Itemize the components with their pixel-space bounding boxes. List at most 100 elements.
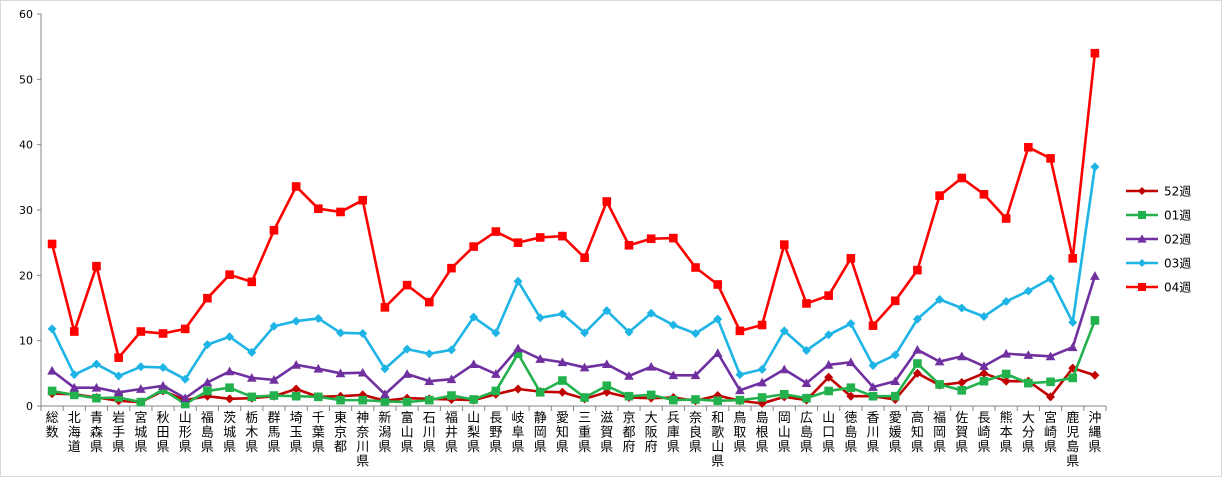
series-4 xyxy=(47,162,1100,384)
data-point xyxy=(580,328,590,338)
x-tick-label: 岩手県 xyxy=(112,411,125,455)
series-2 xyxy=(47,316,1100,409)
data-point xyxy=(380,389,390,399)
data-point xyxy=(313,363,324,373)
data-point xyxy=(158,362,168,372)
data-point xyxy=(180,393,191,403)
data-point xyxy=(735,326,745,336)
data-point xyxy=(92,261,101,271)
data-point xyxy=(557,357,568,367)
data-point xyxy=(535,354,546,363)
data-point xyxy=(535,387,545,397)
data-point xyxy=(779,364,790,374)
x-tick-label: 新潟県 xyxy=(378,410,391,455)
data-point xyxy=(735,385,745,395)
y-axis: 0 10 20 30 40 50 60 xyxy=(19,8,42,413)
data-point xyxy=(247,392,257,402)
data-point xyxy=(646,361,656,371)
data-point xyxy=(225,383,234,393)
data-point xyxy=(890,350,900,360)
x-tick-label: 鹿児島県 xyxy=(1066,410,1079,470)
data-point xyxy=(180,374,190,384)
data-point xyxy=(402,369,412,378)
x-tick-label: 岡山県 xyxy=(778,411,791,455)
x-tick-label: 鳥取県 xyxy=(733,411,746,455)
legend-label: 01週 xyxy=(1164,209,1191,223)
y-tick-label: 40 xyxy=(19,139,33,152)
data-point xyxy=(868,391,878,401)
data-point xyxy=(158,329,168,338)
data-point xyxy=(1046,274,1056,284)
x-tick-label: 長崎県 xyxy=(977,411,990,455)
data-point xyxy=(602,306,612,316)
data-point xyxy=(846,254,856,263)
x-tick-label: 栃木県 xyxy=(245,411,258,455)
series-5 xyxy=(47,48,1100,362)
legend-swatch-marker xyxy=(1138,211,1146,219)
data-point xyxy=(358,395,368,405)
data-point xyxy=(291,384,301,394)
data-point xyxy=(1090,370,1100,380)
data-point xyxy=(1001,376,1011,386)
data-point xyxy=(1046,392,1056,402)
data-point xyxy=(691,328,701,338)
data-point xyxy=(47,324,57,334)
data-point xyxy=(669,233,678,243)
data-point xyxy=(158,380,168,390)
x-tick-label: 長野県 xyxy=(489,411,502,455)
data-point xyxy=(468,359,479,369)
data-point xyxy=(424,376,435,386)
x-tick-label: 和歌山県 xyxy=(711,411,724,470)
x-tick-label: 山梨県 xyxy=(467,411,480,455)
data-point xyxy=(513,238,523,247)
data-point xyxy=(824,291,833,300)
data-point xyxy=(224,366,235,376)
data-point xyxy=(957,386,967,395)
data-point xyxy=(247,347,257,357)
data-point xyxy=(1068,317,1078,327)
data-point xyxy=(868,321,878,330)
data-point xyxy=(646,390,656,400)
data-point xyxy=(225,332,235,342)
data-point xyxy=(557,387,567,397)
legend-swatch-marker xyxy=(1138,187,1146,195)
data-point xyxy=(513,349,523,359)
data-point xyxy=(513,276,523,286)
data-point xyxy=(668,370,679,380)
data-point xyxy=(580,393,589,402)
data-point xyxy=(868,382,878,391)
data-point xyxy=(513,343,523,353)
x-tick-label: 埼玉県 xyxy=(290,411,303,455)
y-tick-label: 30 xyxy=(19,204,33,217)
data-point xyxy=(757,377,767,387)
data-point xyxy=(269,375,279,384)
data-point xyxy=(979,311,989,321)
data-point xyxy=(136,397,146,407)
data-point xyxy=(113,387,124,397)
data-point xyxy=(713,396,723,406)
data-point xyxy=(247,277,257,287)
data-point xyxy=(934,356,945,366)
y-tick-label: 0 xyxy=(26,400,33,413)
series-layer xyxy=(47,48,1100,409)
data-point xyxy=(336,328,346,338)
data-point xyxy=(202,340,212,350)
data-point xyxy=(801,345,811,355)
legend-item: 52週 xyxy=(1126,185,1191,199)
data-point xyxy=(935,380,944,389)
data-point xyxy=(846,383,856,393)
x-tick-label: 佐賀県 xyxy=(955,411,968,455)
data-point xyxy=(1067,342,1078,352)
data-point xyxy=(646,234,656,244)
data-point xyxy=(424,395,434,405)
x-tick-label: 愛媛県 xyxy=(889,411,902,455)
data-point xyxy=(956,351,967,361)
data-point xyxy=(447,263,456,273)
data-point xyxy=(314,204,323,213)
data-point xyxy=(269,391,279,400)
data-point xyxy=(1046,154,1055,163)
data-point xyxy=(202,377,213,387)
data-point xyxy=(713,280,723,289)
